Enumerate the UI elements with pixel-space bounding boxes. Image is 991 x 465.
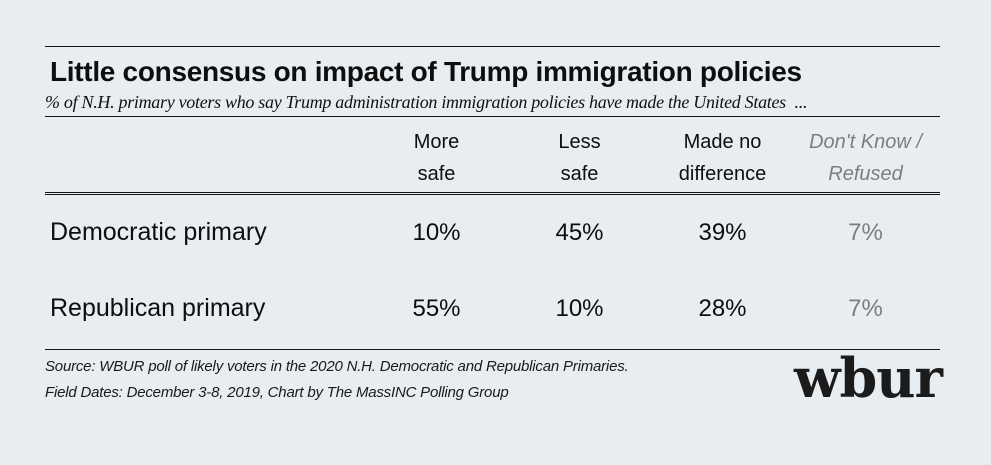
table-row: Democratic primary 10% 45% 39% 7% <box>45 197 937 273</box>
subtitle-rule <box>45 116 940 117</box>
table-row: Republican primary 55% 10% 28% 7% <box>45 273 937 349</box>
row-label: Democratic primary <box>50 218 267 246</box>
header-double-rule <box>45 192 940 195</box>
value-cell: 7% <box>848 294 883 322</box>
field-dates-line: Field Dates: December 3-8, 2019, Chart b… <box>45 384 509 401</box>
source-note: Source: WBUR poll of likely voters in th… <box>45 354 629 406</box>
table-header-row: More safe Less safe Made no difference Don't K… <box>45 126 937 190</box>
column-header-line2: Refused <box>828 163 903 185</box>
column-header: Less safe <box>508 126 651 190</box>
value-cell: 45% <box>555 218 604 246</box>
column-header: Don't Know / Refused <box>794 126 937 190</box>
source-line: Source: WBUR poll of likely voters in th… <box>45 358 629 375</box>
column-header-line1: Made no <box>683 131 762 153</box>
value-cell: 28% <box>698 294 747 322</box>
wbur-logo: wbur <box>794 346 943 410</box>
value-cell: 10% <box>412 218 461 246</box>
footer-rule <box>45 349 940 350</box>
column-header-line2: safe <box>560 163 599 185</box>
column-header-line2: safe <box>417 163 456 185</box>
value-cell: 55% <box>412 294 461 322</box>
column-header-line1: Less <box>558 131 601 153</box>
row-label: Republican primary <box>50 294 266 322</box>
value-cell: 10% <box>555 294 604 322</box>
column-header-line1: Don't Know / <box>809 131 922 153</box>
column-header: Made no difference <box>651 126 794 190</box>
column-header: More safe <box>365 126 508 190</box>
chart-title: Little consensus on impact of Trump immi… <box>50 56 802 87</box>
value-cell: 39% <box>698 218 747 246</box>
top-rule <box>45 46 940 47</box>
chart-subtitle: % of N.H. primary voters who say Trump a… <box>45 92 808 112</box>
row-label-header-spacer <box>45 126 365 190</box>
value-cell: 7% <box>848 218 883 246</box>
column-header-line2: difference <box>678 163 767 185</box>
column-header-line1: More <box>413 131 460 153</box>
